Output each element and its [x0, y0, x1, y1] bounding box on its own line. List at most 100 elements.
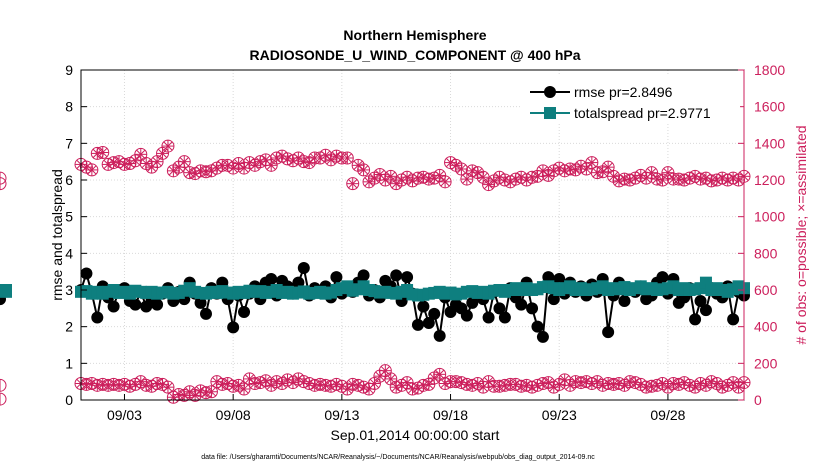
- rmse-point: [547, 293, 560, 306]
- obs-assimilated-point: [699, 379, 712, 392]
- obs-assimilated-point: [384, 170, 397, 183]
- x-axis-label: Sep.01,2014 00:00:00 start: [331, 427, 500, 443]
- obs-assimilated-point: [401, 376, 414, 389]
- obs-assimilated-point: [161, 140, 174, 153]
- obs-assimilated-point: [716, 172, 729, 185]
- x-tick-label: 09/13: [324, 407, 359, 423]
- obs-assimilated-point: [352, 379, 365, 392]
- y-tick-label-right: 1800: [754, 62, 785, 78]
- obs-assimilated-point: [227, 162, 240, 175]
- obs-assimilated-point: [297, 155, 310, 168]
- obs-assimilated-point: [156, 147, 169, 160]
- obs-assimilated-point: [585, 156, 598, 169]
- obs-assimilated-point: [542, 376, 555, 389]
- x-tick-label: 09/18: [433, 407, 468, 423]
- rmse-point: [536, 330, 549, 343]
- rmse-point: [699, 304, 712, 317]
- obs-assimilated-point: [96, 146, 109, 159]
- y-tick-label-right: 400: [754, 319, 778, 335]
- obs-assimilated-point: [232, 157, 245, 170]
- obs-assimilated-point: [721, 379, 734, 392]
- obs-assimilated-point: [656, 174, 669, 186]
- obs-assimilated-point: [357, 381, 370, 394]
- rmse-point: [498, 311, 511, 324]
- rmse-point: [466, 296, 479, 309]
- obs-assimilated-point: [183, 166, 196, 179]
- obs-assimilated-point: [455, 163, 468, 175]
- rmse-point: [542, 271, 555, 284]
- obs-assimilated-point: [373, 370, 386, 383]
- obs-assimilated-point: [471, 166, 484, 179]
- obs-assimilated-point: [542, 169, 555, 182]
- obs-assimilated-point: [238, 162, 251, 175]
- obs-assimilated-point: [346, 177, 359, 190]
- obs-assimilated-point: [194, 384, 207, 397]
- obs-assimilated-point: [607, 170, 620, 183]
- obs-assimilated-point: [80, 161, 93, 174]
- y-tick-label-right: 600: [754, 282, 778, 298]
- obs-assimilated-point: [526, 171, 539, 184]
- legend-box: [522, 74, 740, 124]
- obs-assimilated-point: [129, 154, 142, 167]
- obs-assimilated-point: [199, 386, 212, 399]
- rmse-point: [227, 321, 240, 334]
- obs-assimilated-point: [238, 383, 251, 395]
- obs-assimilated-point: [727, 376, 740, 389]
- obs-assimilated-point: [265, 379, 278, 392]
- rmse-point: [401, 271, 414, 284]
- obs-assimilated-point: [422, 378, 435, 391]
- rmse-point: [411, 318, 424, 331]
- rmse-point: [493, 302, 506, 315]
- obs-assimilated-point: [161, 381, 174, 394]
- obs-assimilated-point: [623, 375, 636, 388]
- rmse-point: [694, 295, 707, 307]
- obs-assimilated-point: [493, 380, 506, 393]
- rmse-point: [428, 307, 441, 320]
- obs-assimilated-point: [390, 381, 403, 394]
- y-tick-label-left: 4: [65, 245, 73, 261]
- rmse-point: [618, 295, 631, 307]
- rmse-point: [689, 313, 702, 326]
- y-tick-label-right: 1600: [754, 99, 785, 115]
- obs-assimilated-point: [259, 374, 272, 387]
- obs-assimilated-point: [553, 378, 566, 391]
- obs-count-series: [0, 139, 751, 406]
- rmse-point: [422, 317, 435, 329]
- obs-assimilated-point: [379, 364, 392, 377]
- obs-assimilated-point: [368, 377, 381, 390]
- x-tick-label: 09/23: [542, 407, 577, 423]
- y-tick-label-right: 800: [754, 245, 778, 261]
- y-tick-label-right: 0: [754, 392, 762, 408]
- obs-assimilated-point: [672, 173, 685, 186]
- chart-subtitle: RADIOSONDE_U_WIND_COMPONENT @ 400 hPa: [249, 47, 580, 63]
- obs-assimilated-point: [531, 379, 544, 392]
- rmse-spread-series: [0, 262, 750, 343]
- x-tick-label: 09/28: [650, 407, 685, 423]
- obs-assimilated-point: [205, 385, 218, 398]
- y-tick-label-left: 3: [65, 282, 73, 298]
- rmse-point: [656, 271, 669, 284]
- legend: rmse pr=2.8496 totalspread pr=2.9771: [522, 74, 740, 124]
- y-tick-label-left: 5: [65, 209, 73, 225]
- obs-possible-point: [0, 171, 7, 185]
- rmse-point: [91, 311, 104, 324]
- y-axis-label-right: # of obs: o=possible; ×=assimilated: [793, 125, 809, 344]
- obs-assimilated-point: [303, 156, 316, 169]
- rmse-point: [297, 262, 310, 274]
- rmse-point: [460, 309, 473, 322]
- rmse-point: [727, 313, 740, 326]
- obs-assimilated-point: [580, 163, 593, 175]
- obs-assimilated-point: [85, 377, 98, 390]
- rmse-point: [80, 267, 93, 280]
- obs-assimilated-point: [341, 383, 354, 395]
- obs-assimilated-point: [221, 377, 234, 390]
- y-tick-label-left: 2: [65, 319, 73, 335]
- obs-assimilated-point: [134, 148, 147, 161]
- y-tick-label-right: 1200: [754, 172, 785, 188]
- obs-assimilated-point: [417, 379, 430, 392]
- rmse-point: [602, 326, 615, 339]
- chart-title: Northern Hemisphere: [343, 27, 486, 43]
- obs-assimilated-point: [477, 171, 490, 184]
- y-tick-label-right: 1000: [754, 209, 785, 225]
